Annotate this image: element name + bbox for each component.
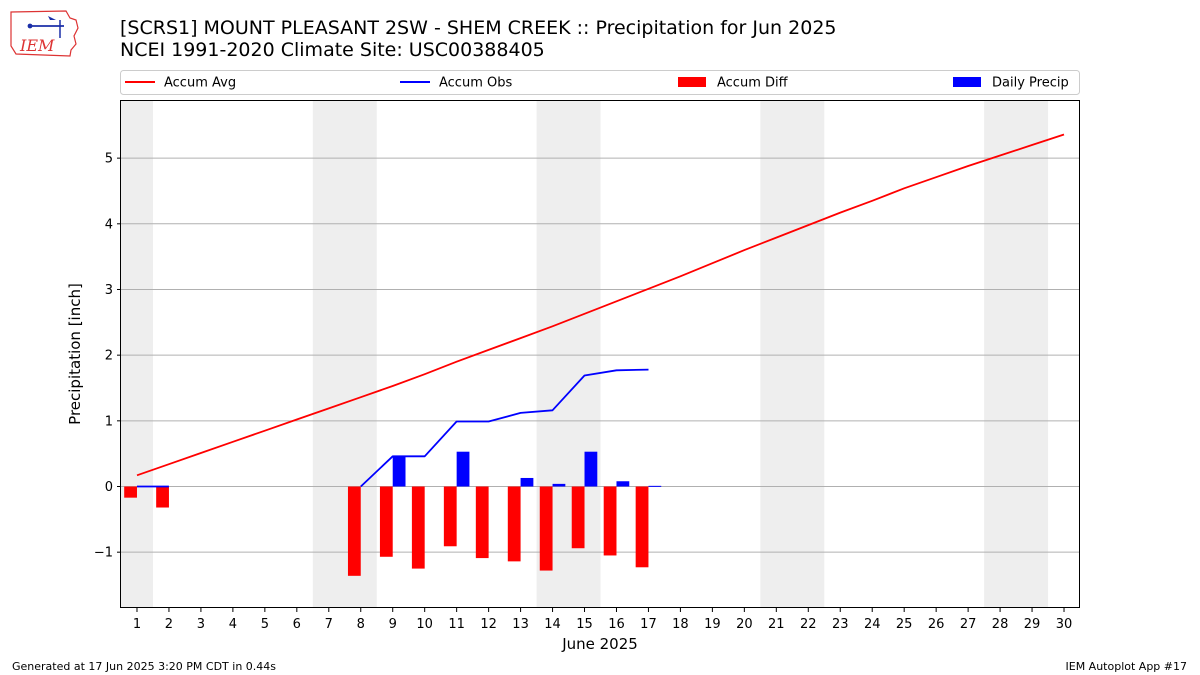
x-tick-label: 1	[133, 617, 141, 632]
accum-diff-bar-2	[156, 486, 169, 508]
x-tick-label: 21	[768, 617, 785, 632]
accum-diff-bar-16	[603, 486, 617, 556]
x-tick-label: 27	[960, 617, 977, 632]
logo-text: IEM	[19, 36, 55, 55]
x-tick-label: 9	[389, 617, 397, 632]
x-tick-label: 4	[229, 617, 237, 632]
x-tick-label: 3	[197, 617, 205, 632]
accum-diff-bar-10	[411, 486, 425, 569]
legend-frame	[120, 70, 1080, 95]
logo-vane	[48, 16, 56, 20]
x-tick-label: 24	[864, 617, 881, 632]
x-tick-label: 23	[832, 617, 849, 632]
daily-precip-bar-15	[584, 451, 598, 487]
x-tick-label: 22	[800, 617, 817, 632]
x-tick-label: 26	[928, 617, 945, 632]
accum-diff-bar-8	[347, 486, 361, 576]
accum-diff-bar-14	[539, 486, 553, 571]
x-tick-label: 13	[512, 617, 529, 632]
x-tick-label: 7	[325, 617, 333, 632]
y-tick-label: 2	[105, 349, 113, 364]
x-tick-label: 12	[480, 617, 497, 632]
accum-diff-bar-1	[124, 486, 137, 498]
x-tick-label: 30	[1056, 617, 1073, 632]
accum-diff-bar-11	[443, 486, 457, 547]
x-tick-label: 14	[544, 617, 561, 632]
legend: Accum Avg Accum Obs Accum Diff Daily Precip	[120, 70, 1080, 95]
x-tick-label: 18	[672, 617, 689, 632]
daily-precip-bar-14	[552, 483, 566, 487]
weekend-band-3	[760, 101, 825, 608]
footer-app: IEM Autoplot App #17	[1065, 660, 1188, 673]
legend-label-0: Accum Avg	[164, 76, 236, 91]
daily-precip-bar-9	[392, 456, 406, 487]
y-axis: −1 0 1 2 3 4 5	[94, 152, 121, 561]
y-tick-label: −1	[94, 546, 113, 561]
daily-precip-bar-11	[456, 451, 470, 487]
series-lines	[136, 133, 1065, 488]
iem-logo: IEM	[10, 10, 79, 57]
iowa-outline	[10, 10, 79, 57]
weekend-band-1	[312, 101, 377, 608]
x-tick-label: 29	[1024, 617, 1041, 632]
y-axis-label: Precipitation [inch]	[66, 283, 84, 425]
daily-precip-bar-13	[520, 477, 534, 487]
legend-label-1: Accum Obs	[439, 76, 512, 91]
x-tick-label: 16	[608, 617, 625, 632]
chart-subtitle: NCEI 1991-2020 Climate Site: USC00388405	[120, 39, 545, 61]
y-tick-label: 0	[105, 480, 113, 495]
x-tick-label: 25	[896, 617, 913, 632]
y-tick-label: 5	[105, 152, 113, 167]
legend-swatch-2	[678, 77, 706, 87]
x-axis: 1 2 3 4 5 6 7 8 9 10 11 12 13 14 15 16 17 18 19 20 21 22 23 24 2…	[133, 608, 1072, 632]
accum-avg-line	[136, 133, 1065, 477]
accum-diff-bar-12	[475, 486, 489, 559]
accum-diff-bar-15	[571, 486, 585, 549]
y-tick-label: 4	[105, 217, 113, 232]
x-tick-label: 28	[992, 617, 1009, 632]
x-tick-label: 19	[704, 617, 721, 632]
footer-generated: Generated at 17 Jun 2025 3:20 PM CDT in …	[12, 660, 277, 673]
gridlines	[121, 157, 1080, 553]
legend-label-3: Daily Precip	[992, 76, 1069, 91]
weekend-shading	[121, 101, 1049, 608]
y-tick-label: 1	[105, 414, 113, 429]
x-tick-label: 15	[576, 617, 593, 632]
x-tick-label: 6	[293, 617, 301, 632]
daily-precip-bar-16	[616, 481, 630, 487]
logo-dot	[27, 23, 33, 29]
x-tick-label: 2	[165, 617, 173, 632]
bars	[124, 451, 662, 576]
legend-swatch-3	[953, 77, 981, 87]
chart-title: [SCRS1] MOUNT PLEASANT 2SW - SHEM CREEK …	[120, 17, 837, 39]
weekend-band-4	[984, 101, 1049, 608]
daily-precip-bar-17	[648, 485, 662, 487]
x-tick-label: 11	[448, 617, 465, 632]
weekend-band-0	[121, 101, 153, 608]
legend-label-2: Accum Diff	[717, 76, 789, 91]
x-tick-label: 10	[416, 617, 433, 632]
x-tick-label: 5	[261, 617, 269, 632]
plot-frame	[120, 100, 1080, 608]
y-tick-label: 3	[105, 283, 113, 298]
accum-diff-bar-9	[379, 486, 393, 557]
accum-diff-bar-17	[635, 486, 649, 568]
accum-obs-line	[137, 368, 649, 488]
x-tick-label: 17	[640, 617, 657, 632]
x-axis-label: June 2025	[561, 635, 638, 653]
accum-diff-bar-13	[507, 486, 521, 562]
x-tick-label: 8	[357, 617, 365, 632]
x-tick-label: 20	[736, 617, 753, 632]
